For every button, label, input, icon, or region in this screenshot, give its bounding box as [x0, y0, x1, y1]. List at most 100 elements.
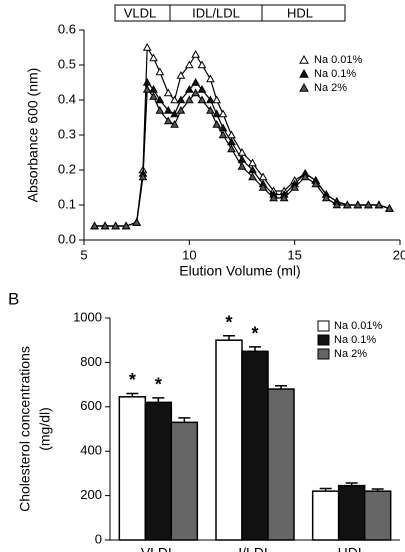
data-point	[197, 84, 207, 93]
data-point	[218, 109, 228, 118]
bracket-box	[114, 4, 346, 22]
region-label: HDL	[287, 5, 313, 20]
y-tick-label: 0.4	[58, 91, 76, 106]
bar	[337, 484, 366, 541]
data-point	[155, 105, 165, 114]
bar	[118, 396, 147, 541]
data-point	[385, 203, 394, 212]
region-label: IDL/LDL	[192, 5, 240, 20]
data-point	[191, 77, 201, 86]
y-tick-label: 0.1	[58, 196, 76, 211]
data-point	[184, 84, 194, 93]
data-point	[206, 74, 215, 83]
bar	[144, 401, 173, 541]
data-point	[332, 200, 342, 209]
data-point	[176, 70, 186, 79]
data-point	[155, 95, 165, 104]
data-point	[142, 42, 152, 51]
x-tick-label: I/LDL	[238, 545, 272, 552]
error-bar	[345, 482, 358, 486]
significance-mark: *	[251, 324, 258, 344]
significance-mark: *	[129, 370, 136, 390]
data-point	[212, 109, 222, 118]
data-point	[206, 105, 215, 114]
bar	[311, 490, 340, 541]
data-point	[170, 95, 179, 104]
bar	[363, 490, 392, 541]
region-label: VLDL	[124, 5, 157, 20]
data-point	[138, 172, 148, 181]
data-point	[155, 67, 165, 76]
bar	[215, 339, 243, 541]
data-point	[142, 84, 152, 93]
x-tick-label: VLDL	[141, 545, 176, 552]
x-tick-label: 5	[80, 247, 87, 262]
data-point	[218, 130, 228, 139]
x-tick-label: 10	[182, 247, 196, 262]
series-line	[94, 88, 390, 227]
y-tick-label: 800	[80, 354, 102, 369]
error-bar	[126, 392, 139, 397]
y-tick-label: 0.3	[58, 126, 76, 141]
error-bar	[249, 346, 261, 352]
data-point	[197, 60, 207, 69]
data-point	[149, 53, 158, 62]
panel-label: B	[8, 289, 19, 308]
legend-label: Na 2%	[334, 348, 367, 360]
y-axis-title: (mg/dl)	[37, 407, 53, 451]
data-point	[121, 221, 131, 230]
legend-label: Na 0.01%	[314, 54, 363, 66]
significance-mark: *	[225, 313, 232, 333]
legend-swatch	[317, 334, 330, 346]
x-axis-title: Elution Volume (ml)	[179, 263, 300, 279]
data-point	[311, 179, 321, 188]
data-point	[206, 95, 215, 104]
data-point	[212, 95, 222, 104]
data-point	[342, 200, 352, 209]
bar	[170, 421, 199, 541]
data-point	[163, 105, 173, 114]
data-point	[149, 91, 158, 100]
data-point	[191, 49, 201, 58]
y-tick-label: 0.6	[58, 21, 76, 36]
data-point	[90, 221, 99, 230]
bar	[241, 350, 269, 541]
data-point	[170, 109, 179, 118]
x-tick-label: 20	[393, 247, 405, 262]
data-point	[290, 182, 300, 191]
y-tick-label: 0.5	[58, 56, 76, 71]
error-bar	[223, 335, 235, 341]
y-tick-label: 0.2	[58, 161, 76, 176]
data-point	[258, 182, 268, 191]
region-bracket	[114, 4, 346, 22]
y-tick-label: 400	[80, 443, 102, 458]
data-point	[212, 119, 222, 128]
data-point	[300, 172, 310, 181]
data-point	[191, 88, 201, 97]
legend-swatch	[317, 348, 330, 360]
legend-swatch	[317, 320, 330, 332]
data-point	[163, 116, 173, 125]
y-tick-label: 600	[80, 398, 102, 413]
y-tick-label: 0.0	[58, 231, 76, 246]
error-bar	[275, 384, 287, 390]
data-point	[197, 95, 207, 104]
error-bar	[152, 397, 165, 403]
data-point	[176, 95, 186, 104]
error-bar	[319, 487, 332, 492]
significance-mark: *	[155, 375, 162, 395]
data-point	[184, 60, 194, 69]
y-tick-label: 1000	[73, 309, 102, 324]
x-tick-label: HDL	[338, 545, 366, 552]
data-point	[163, 88, 173, 97]
data-point	[132, 217, 142, 226]
legend-label: Na 2%	[314, 82, 347, 94]
x-tick-label: 15	[287, 247, 301, 262]
y-axis-title: Cholesterol concentrations	[17, 346, 33, 512]
data-point	[374, 200, 384, 209]
data-point	[269, 193, 278, 202]
bar	[267, 388, 295, 541]
legend-marker	[299, 68, 309, 78]
legend-marker	[299, 54, 309, 64]
data-point	[170, 119, 179, 128]
